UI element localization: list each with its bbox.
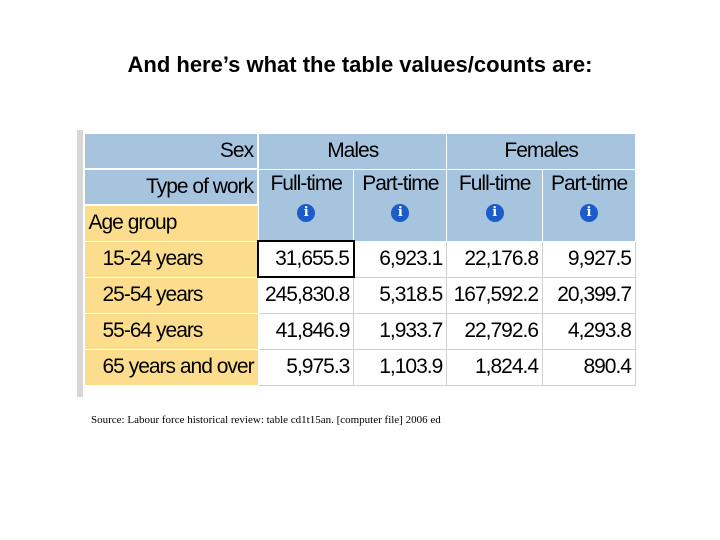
sex-header-row: Sex Males Females — [82, 132, 636, 170]
value-cell[interactable]: 4,293.8 — [542, 312, 636, 350]
value-cell[interactable]: 9,927.5 — [542, 240, 636, 278]
labour-force-table: Sex Males Females Type of work Full-time… — [82, 132, 636, 386]
info-icon[interactable]: i — [580, 203, 599, 222]
info-icon[interactable]: i — [485, 203, 504, 222]
sex-females-header: Females — [446, 132, 636, 170]
value-cell[interactable]: 41,846.9 — [257, 312, 355, 350]
sex-males-header: Males — [257, 132, 448, 170]
value-cell[interactable]: 1,824.4 — [446, 348, 544, 386]
value-cell[interactable]: 890.4 — [542, 348, 636, 386]
value-cell[interactable]: 1,933.7 — [353, 312, 448, 350]
value-cell[interactable]: 22,792.6 — [446, 312, 544, 350]
value-cell[interactable]: 22,176.8 — [446, 240, 544, 278]
table-left-border — [77, 130, 83, 397]
work-type-label: Full-time — [458, 171, 532, 195]
info-icon[interactable]: i — [391, 203, 410, 222]
table-row: 15-24 years 31,655.5 6,923.1 22,176.8 9,… — [83, 240, 636, 278]
value-cell[interactable]: 245,830.8 — [257, 276, 355, 314]
work-type-header: Part-time i — [542, 168, 636, 242]
table-row: 55-64 years 41,846.9 1,933.7 22,792.6 4,… — [83, 312, 636, 350]
work-type-label: Full-time — [270, 171, 343, 195]
value-cell[interactable]: 5,318.5 — [353, 276, 448, 314]
age-group-cell: 25-54 years — [83, 276, 259, 314]
age-group-cell: 65 years and over — [83, 348, 259, 386]
data-table-image: Sex Males Females Type of work Full-time… — [77, 130, 636, 397]
source-citation: Source: Labour force historical review: … — [91, 414, 441, 426]
value-cell[interactable]: 167,592.2 — [446, 276, 544, 314]
work-type-header: Full-time i — [446, 168, 544, 242]
value-cell[interactable]: 31,655.5 — [257, 240, 355, 278]
table-row: 65 years and over 5,975.3 1,103.9 1,824.… — [83, 348, 636, 386]
age-group-cell: 55-64 years — [83, 312, 259, 350]
work-type-label: Part-time — [550, 171, 628, 195]
age-group-header-row: Age group — [83, 204, 636, 242]
value-cell[interactable]: 6,923.1 — [353, 240, 448, 278]
info-icon[interactable]: i — [297, 203, 316, 222]
work-type-header-row: Type of work Full-time i Part-time i Ful… — [82, 168, 636, 242]
work-type-label: Part-time — [362, 171, 439, 195]
slide-title: And here’s what the table values/counts … — [127, 52, 593, 77]
age-group-cell: 15-24 years — [83, 240, 259, 278]
value-cell[interactable]: 5,975.3 — [257, 348, 355, 386]
work-type-header: Part-time i — [353, 168, 448, 242]
work-type-header: Full-time i — [257, 168, 355, 242]
type-of-work-label: Type of work — [82, 168, 260, 206]
value-cell[interactable]: 1,103.9 — [353, 348, 448, 386]
table-row: 25-54 years 245,830.8 5,318.5 167,592.2 … — [83, 276, 636, 314]
sex-label: Sex — [82, 132, 260, 170]
age-group-label: Age group — [83, 204, 259, 242]
value-cell[interactable]: 20,399.7 — [542, 276, 636, 314]
